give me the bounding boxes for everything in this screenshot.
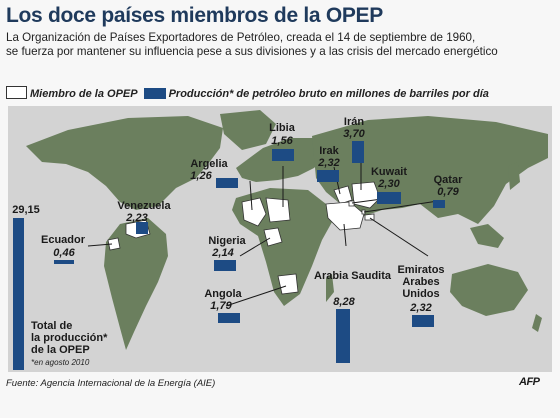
label-libya: Libia xyxy=(269,122,295,134)
legend: Miembro de la OPEP Producción* de petróle… xyxy=(6,86,489,102)
country-shape-nigeria xyxy=(263,227,283,247)
label-venezuela: Venezuela xyxy=(117,200,171,212)
greenland-land xyxy=(220,110,276,150)
label-iran: Irán xyxy=(343,116,365,128)
value-angola: 1,79 xyxy=(210,300,232,312)
bar-angola xyxy=(218,313,240,323)
label-uae: Emiratos Arabes Unidos xyxy=(397,264,445,300)
label-algeria: Argelia xyxy=(190,158,228,170)
country-shape-angola xyxy=(277,273,299,295)
label-nigeria: Nigeria xyxy=(208,235,246,247)
label-iraq: Irak xyxy=(319,145,339,157)
new-zealand-land xyxy=(532,314,542,332)
leader-line-angola xyxy=(225,285,287,307)
label-kuwait: Kuwait xyxy=(370,166,408,178)
australia-land xyxy=(450,264,528,316)
leader-line-nigeria xyxy=(239,237,271,257)
label-saudi-arabia: Arabia Saudita xyxy=(314,270,392,282)
label-qatar: Qatar xyxy=(433,174,463,186)
subtitle-line-1: La Organización de Países Exportadores d… xyxy=(6,31,476,44)
total-label-line-2: la producción* xyxy=(31,332,108,344)
bar-venezuela xyxy=(136,222,148,234)
bar-libya xyxy=(272,149,294,161)
bar-saudi-arabia xyxy=(336,309,350,363)
leader-lines xyxy=(87,147,439,307)
label-ecuador: Ecuador xyxy=(40,234,85,246)
total-label-line-3: de la OPEP xyxy=(31,344,90,356)
legend-member-label: Miembro de la OPEP xyxy=(30,88,138,100)
country-shape-algeria xyxy=(241,197,267,227)
leader-line-saudi-arabia xyxy=(343,223,347,247)
bar-uae xyxy=(412,315,434,327)
bar-nigeria xyxy=(214,260,236,271)
value-qatar: 0,79 xyxy=(437,186,459,198)
value-ecuador: 0,46 xyxy=(53,247,75,259)
country-shape-qatar xyxy=(361,209,366,215)
value-kuwait: 2,30 xyxy=(378,178,400,190)
leader-line-ecuador xyxy=(87,243,113,247)
bar-iran xyxy=(352,141,364,163)
afp-logo: AFP xyxy=(519,376,540,388)
opec-members xyxy=(107,181,381,295)
total-label: Total de la producción* de la OPEP xyxy=(31,320,107,356)
south-america-land xyxy=(104,218,168,350)
southeast-asia-land xyxy=(470,224,504,248)
source-credit: Fuente: Agencia Internacional de la Ener… xyxy=(6,378,216,389)
leader-line-algeria xyxy=(249,180,253,211)
legend-production-label: Producción* de petróleo bruto en millone… xyxy=(168,88,489,100)
production-swatch xyxy=(143,88,166,99)
bar-qatar xyxy=(433,200,445,208)
world-map: Libia 1,56 Irán 3,70 Irak 2,32 Argelia 1… xyxy=(8,106,552,372)
total-label-line-1: Total de xyxy=(31,320,73,332)
bar-ecuador xyxy=(54,260,74,264)
bar-kuwait xyxy=(377,192,401,204)
value-libya: 1,56 xyxy=(271,135,293,147)
country-shape-ecuador xyxy=(107,237,121,251)
production-note: *en agosto 2010 xyxy=(31,358,90,367)
label-angola: Angola xyxy=(204,288,242,300)
bar-algeria xyxy=(216,178,238,188)
country-shape-iraq xyxy=(333,185,353,205)
value-iraq: 2,32 xyxy=(318,157,340,169)
subtitle-line-2: se fuerza por mantener su influencia pes… xyxy=(6,45,498,58)
country-shape-kuwait xyxy=(348,200,355,207)
leader-line-qatar xyxy=(363,200,439,213)
page-title: Los doce países miembros de la OPEP xyxy=(6,4,383,27)
bar-total xyxy=(13,218,24,370)
value-uae: 2,32 xyxy=(410,302,432,314)
value-saudi-arabia: 8,28 xyxy=(333,296,355,308)
value-venezuela: 2,23 xyxy=(126,212,148,224)
member-swatch xyxy=(6,86,27,99)
leader-line-uae xyxy=(369,217,429,257)
value-nigeria: 2,14 xyxy=(212,247,234,259)
country-shape-uae xyxy=(364,213,375,221)
bar-iraq xyxy=(317,170,339,182)
japan-land xyxy=(508,162,520,190)
value-iran: 3,70 xyxy=(343,128,365,140)
north-america-land xyxy=(26,116,223,210)
country-shape-libya xyxy=(265,197,291,223)
total-value: 29,15 xyxy=(12,204,40,216)
world-map-svg xyxy=(26,110,548,350)
value-algeria: 1,26 xyxy=(190,170,212,182)
madagascar-land xyxy=(326,274,334,302)
